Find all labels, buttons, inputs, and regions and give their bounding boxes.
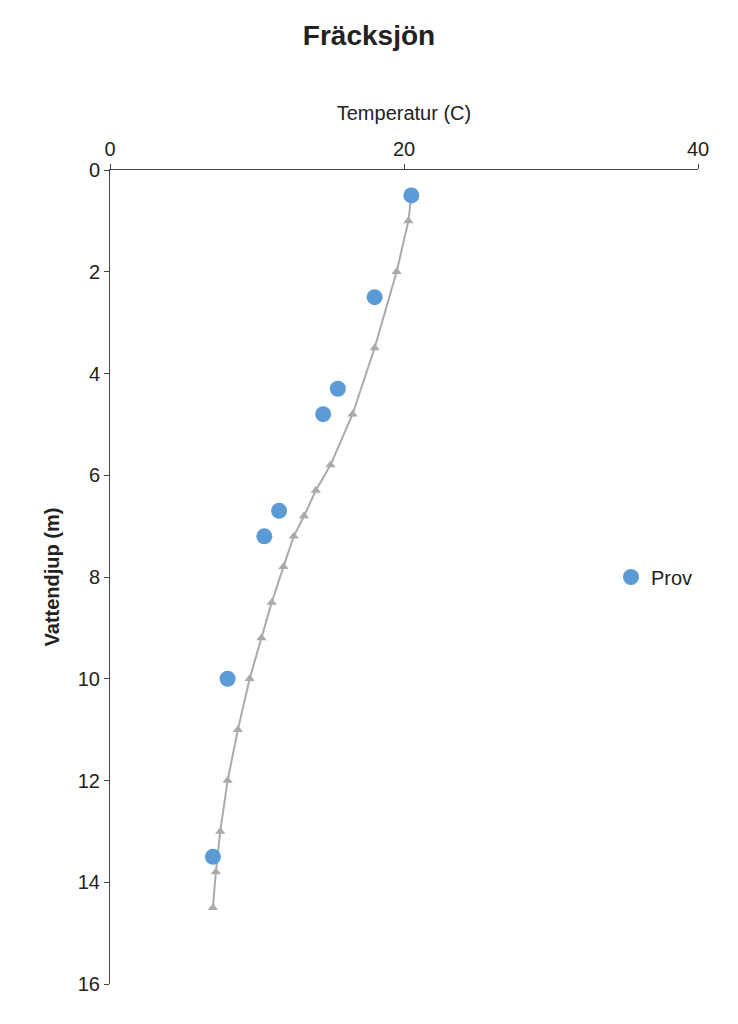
svg-text:Fräcksjön: Fräcksjön <box>303 20 435 51</box>
svg-text:16: 16 <box>78 973 100 995</box>
svg-text:Temperatur (C): Temperatur (C) <box>337 102 471 124</box>
svg-text:20: 20 <box>393 138 415 160</box>
svg-text:8: 8 <box>89 566 100 588</box>
svg-text:Prov: Prov <box>651 567 692 589</box>
svg-text:0: 0 <box>89 159 100 181</box>
svg-text:14: 14 <box>78 871 100 893</box>
svg-text:0: 0 <box>104 138 115 160</box>
svg-text:Vattendjup (m): Vattendjup (m) <box>41 508 63 647</box>
svg-text:10: 10 <box>78 668 100 690</box>
svg-text:4: 4 <box>89 363 100 385</box>
svg-text:6: 6 <box>89 464 100 486</box>
svg-text:12: 12 <box>78 770 100 792</box>
svg-text:40: 40 <box>687 138 709 160</box>
svg-text:2: 2 <box>89 261 100 283</box>
